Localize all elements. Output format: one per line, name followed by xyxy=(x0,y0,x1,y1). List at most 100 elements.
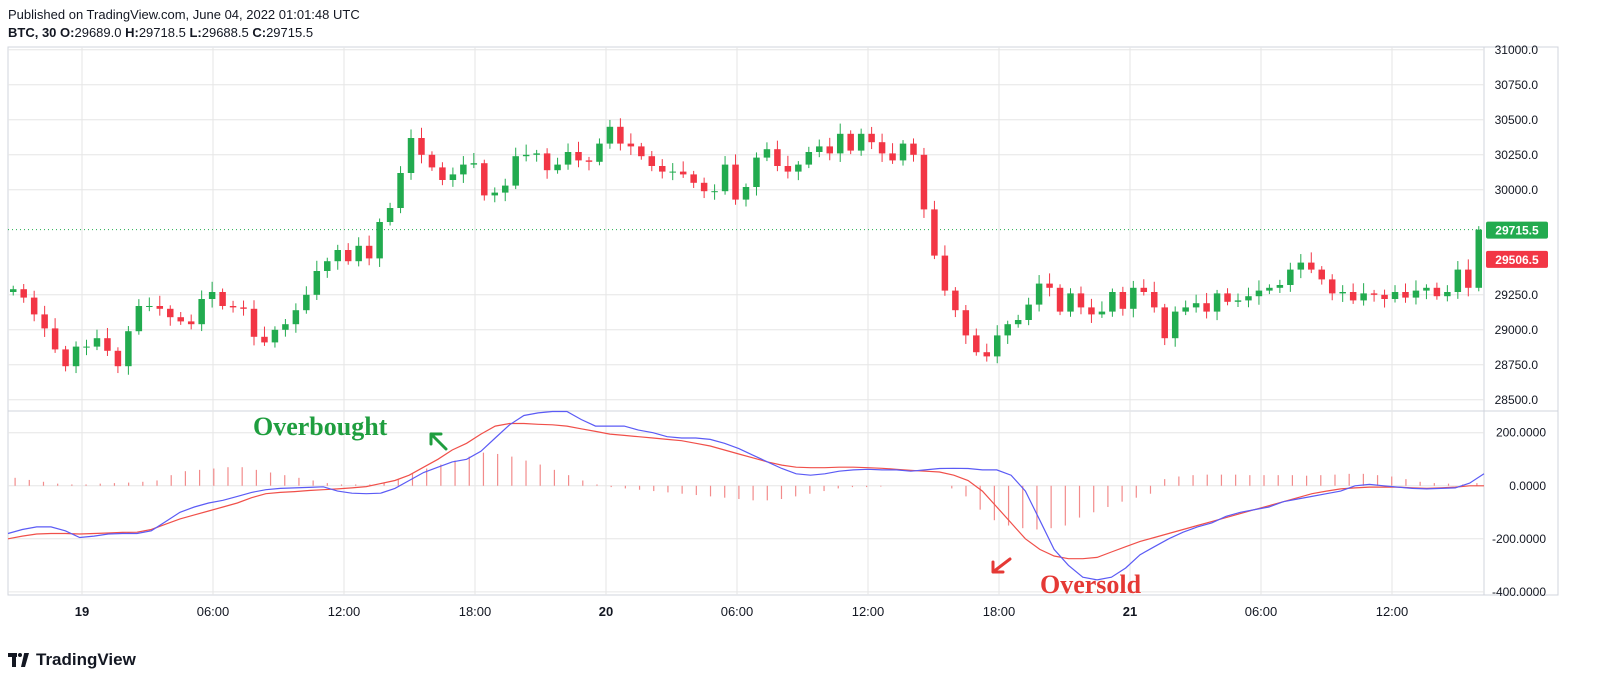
candle-body xyxy=(648,156,656,166)
candle-body xyxy=(805,152,813,165)
open-label: O: xyxy=(60,25,75,40)
candle-body xyxy=(376,222,383,259)
candle-body xyxy=(62,349,69,367)
y-tick-label: 30750.0 xyxy=(1495,78,1539,92)
candle-body xyxy=(962,310,970,336)
candle-body xyxy=(742,187,750,200)
low-label: L: xyxy=(189,25,202,40)
price-label-text: 29506.5 xyxy=(1495,253,1539,267)
candle-body xyxy=(1287,269,1294,285)
candle-body xyxy=(386,208,394,222)
candle-body xyxy=(522,154,530,157)
candle-body xyxy=(1004,324,1011,336)
candle-body xyxy=(920,154,928,210)
candle-body xyxy=(1171,311,1179,339)
candle-body xyxy=(9,289,17,292)
candle-body xyxy=(1245,296,1252,301)
candle-body xyxy=(1140,287,1148,292)
x-tick-label: 12:00 xyxy=(852,604,885,619)
candle-body xyxy=(721,164,729,192)
candle-body xyxy=(365,245,373,259)
candle-body xyxy=(1234,300,1242,302)
close-value: 29715.5 xyxy=(266,25,314,40)
candle-body xyxy=(784,166,792,172)
candle-body xyxy=(533,153,540,155)
candle-body xyxy=(669,171,676,173)
candle-body xyxy=(543,153,551,171)
candle-body xyxy=(512,156,519,186)
candle-body xyxy=(575,152,582,161)
candle-body xyxy=(753,157,760,187)
candle-body xyxy=(847,133,854,151)
candle-body xyxy=(1119,292,1127,309)
candle-body xyxy=(428,154,436,168)
candle-body xyxy=(1077,293,1085,308)
candle-body xyxy=(324,261,331,271)
candle-body xyxy=(1067,293,1074,312)
chart-area[interactable]: 19 06:00 12:00 18:00 20 06:00 12:00 18:00 21 06:0… xyxy=(0,0,1600,640)
candle-body xyxy=(690,174,697,183)
high-label: H: xyxy=(125,25,139,40)
candle-body xyxy=(627,143,635,147)
candle-body xyxy=(993,335,1001,357)
candle-body xyxy=(501,185,509,193)
open-value: 29689.0 xyxy=(74,25,122,40)
tradingview-brand: TradingView xyxy=(8,650,136,670)
y-tick-label: 30000.0 xyxy=(1495,183,1539,197)
candle-body xyxy=(1412,290,1420,298)
candle-body xyxy=(1423,287,1430,291)
brand-label: TradingView xyxy=(36,650,136,669)
candle-body xyxy=(931,209,938,256)
candle-body xyxy=(1276,285,1284,288)
candle-body xyxy=(763,149,771,158)
candle-body xyxy=(1014,320,1022,325)
candle-body xyxy=(491,192,499,196)
candle-body xyxy=(198,299,205,325)
x-tick-label: 06:00 xyxy=(1245,604,1278,619)
candle-body xyxy=(1308,262,1315,270)
candle-body xyxy=(20,289,27,298)
macd-y-tick-label: 200.0000 xyxy=(1496,426,1546,440)
candle-body xyxy=(878,142,886,154)
candle-body xyxy=(836,133,844,154)
candle-body xyxy=(711,191,718,193)
y-tick-label: 29250.0 xyxy=(1495,288,1539,302)
candle-body xyxy=(219,292,226,306)
candle-body xyxy=(868,133,875,143)
candle-body xyxy=(261,336,268,343)
candle-body xyxy=(460,164,467,175)
candle-body xyxy=(952,290,959,311)
candle-body xyxy=(585,160,593,162)
candle-body xyxy=(449,174,457,180)
candle-body xyxy=(51,328,59,350)
x-tick-label: 18:00 xyxy=(459,604,492,619)
x-tick-label: 12:00 xyxy=(328,604,361,619)
candle-body xyxy=(1454,269,1462,292)
y-tick-label: 28750.0 xyxy=(1495,358,1539,372)
candle-body xyxy=(177,317,184,322)
x-tick-label: 06:00 xyxy=(721,604,754,619)
price-label-text: 29715.5 xyxy=(1495,224,1539,238)
y-tick-label: 30500.0 xyxy=(1495,113,1539,127)
y-tick-label: 30250.0 xyxy=(1495,148,1539,162)
macd-y-tick-label: -200.0000 xyxy=(1492,532,1546,546)
x-tick-label: 19 xyxy=(75,604,89,619)
candle-body xyxy=(418,138,425,155)
candle-body xyxy=(606,126,614,144)
candle-body xyxy=(1182,307,1189,312)
symbol-label: BTC, 30 xyxy=(8,25,57,40)
candle-body xyxy=(1444,292,1451,297)
candle-body xyxy=(795,164,802,172)
candle-body xyxy=(700,182,708,192)
low-value: 29688.5 xyxy=(201,25,249,40)
overbought-arrow-icon xyxy=(429,432,448,451)
candle-body xyxy=(659,166,666,172)
candle-body xyxy=(83,346,90,348)
candle-body xyxy=(1349,292,1357,301)
candle-body xyxy=(135,306,143,332)
candle-body xyxy=(125,331,132,367)
oversold-arrow-icon xyxy=(991,557,1012,574)
candle-body xyxy=(292,310,300,325)
candle-body xyxy=(1433,287,1441,297)
macd-line xyxy=(7,410,1485,581)
